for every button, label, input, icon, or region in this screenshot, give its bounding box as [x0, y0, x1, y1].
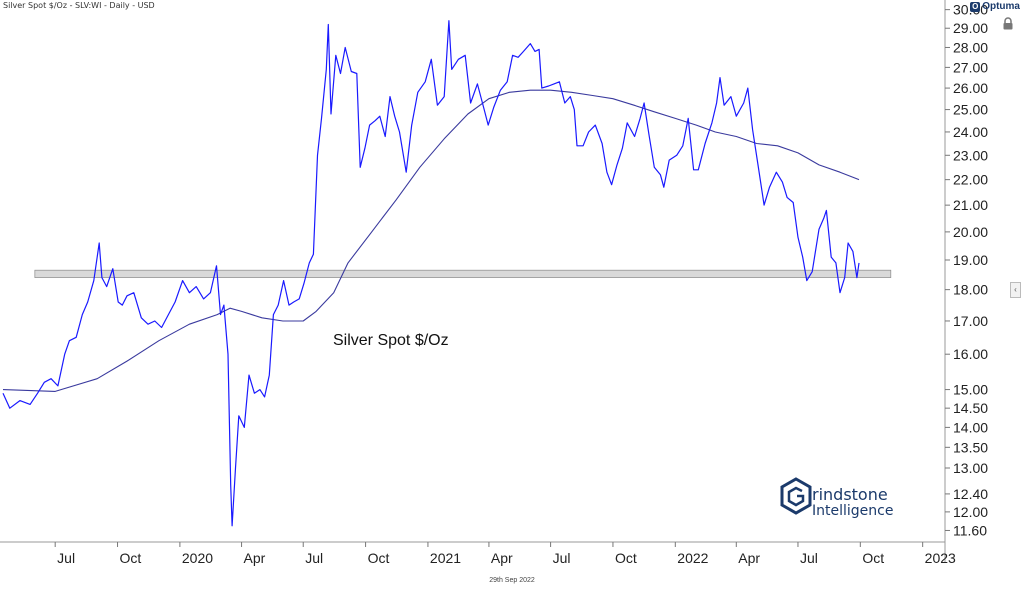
watermark-line2: Intelligence	[812, 503, 893, 519]
x-ticks: Jul Oct 2020 Apr Jul Oct 2021 Apr Jul Oct 2022 Apr J…	[54, 542, 956, 566]
y-tick-label: 28.00	[953, 39, 988, 55]
y-tick-label: 24.00	[953, 124, 988, 140]
x-tick-label: Jul	[305, 550, 323, 566]
y-tick-label: 25.00	[953, 102, 988, 118]
y-tick-label: 13.50	[953, 439, 988, 455]
y-tick-label: 17.00	[953, 313, 988, 329]
y-tick-label: 27.00	[953, 59, 988, 75]
watermark-logo: rindstone Intelligence	[780, 477, 893, 519]
support-band	[34, 269, 892, 278]
y-tick-label: 12.00	[953, 504, 988, 520]
y-tick-label: 14.50	[953, 400, 988, 416]
watermark-line1: rindstone	[812, 485, 888, 504]
chart-title: Silver Spot $/Oz	[333, 332, 449, 349]
y-tick-label: 26.00	[953, 80, 988, 96]
x-tick-label: 2022	[677, 550, 708, 566]
x-tick-label: Oct	[615, 550, 637, 566]
y-tick-label: 20.00	[953, 224, 988, 240]
optuma-icon: O	[970, 1, 981, 12]
y-tick-label: 16.00	[953, 346, 988, 362]
y-tick-label: 22.00	[953, 172, 988, 188]
x-tick-label: Oct	[120, 550, 142, 566]
x-tick-label: Oct	[368, 550, 390, 566]
x-tick-label: Jul	[800, 550, 818, 566]
y-tick-label: 29.00	[953, 20, 988, 36]
y-tick-label: 18.00	[953, 282, 988, 298]
brand-name: Optuma	[982, 1, 1020, 12]
y-tick-label: 12.40	[953, 486, 988, 502]
y-tick-label: 15.00	[953, 382, 988, 398]
y-tick-label: 11.60	[953, 522, 987, 538]
y-ticks: 11.60 12.00 12.40 13.00 13.50 14.00 14.50 15.00…	[945, 2, 988, 538]
x-tick-label: 2023	[925, 550, 956, 566]
x-tick-label: 2021	[430, 550, 461, 566]
y-tick-label: 21.00	[953, 197, 988, 213]
brand-logo: O Optuma	[970, 1, 1020, 12]
x-tick-label: Apr	[738, 550, 760, 566]
support-band-layer	[34, 269, 892, 278]
chart-header: Silver Spot $/Oz - SLV:WI - Daily - USD	[3, 1, 155, 10]
x-tick-label: Apr	[491, 550, 513, 566]
collapse-arrow-icon[interactable]: ‹	[1010, 282, 1021, 298]
y-tick-label: 14.00	[953, 419, 988, 435]
x-tick-label: Jul	[57, 550, 75, 566]
series-layer	[2, 20, 860, 527]
y-tick-label: 19.00	[953, 252, 988, 268]
y-tick-label: 23.00	[953, 147, 988, 163]
x-tick-label: Oct	[862, 550, 884, 566]
x-tick-label: Apr	[244, 550, 266, 566]
y-tick-label: 13.00	[953, 460, 988, 476]
lock-icon[interactable]	[1002, 17, 1014, 30]
footer-date: 29th Sep 2022	[489, 577, 535, 584]
x-tick-label: 2020	[182, 550, 213, 566]
watermark-g-icon	[780, 477, 812, 515]
price-series-line	[2, 20, 860, 527]
x-tick-label: Jul	[553, 550, 571, 566]
